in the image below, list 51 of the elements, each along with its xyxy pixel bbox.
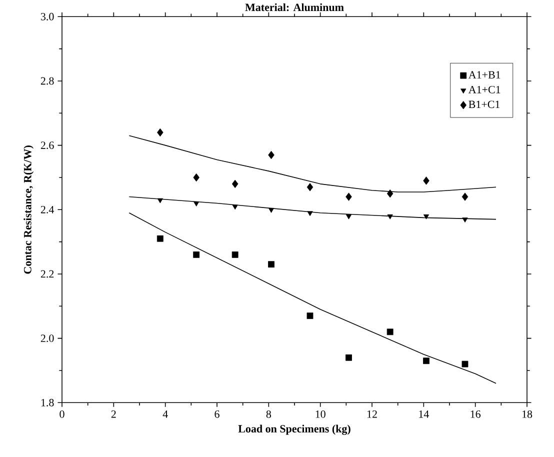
y-tick-label: 3.0 (40, 13, 54, 21)
x-tick-label: 18 (522, 410, 532, 418)
x-tick-label: 16 (470, 410, 481, 418)
point (346, 354, 352, 361)
x-tick-label: 6 (214, 410, 220, 418)
point (387, 214, 393, 220)
y-tick-label: 2.8 (40, 77, 54, 85)
point (346, 192, 352, 202)
point (156, 236, 164, 242)
point (306, 183, 314, 192)
x-tick-label: 14 (419, 410, 430, 418)
point (423, 176, 430, 185)
point (306, 312, 314, 320)
x-tick-label: 10 (316, 410, 326, 418)
x-tick-label: 2 (111, 410, 116, 418)
point (462, 361, 468, 368)
point (386, 328, 394, 336)
point (386, 190, 394, 198)
x-axis-title: Load on Specimens (kg) (238, 424, 350, 435)
point (462, 218, 468, 223)
y-axis-title: Contac Resistance, R(K/W) (24, 146, 34, 274)
point (307, 211, 313, 216)
point (194, 202, 200, 207)
point (232, 252, 238, 258)
point (232, 180, 238, 188)
x-tick-label: 8 (266, 410, 271, 418)
y-tick-label: 2.2 (40, 270, 54, 278)
x-tick-label: 4 (162, 410, 168, 418)
y-tick-label: 1.8 (41, 399, 54, 407)
point (157, 198, 163, 204)
legend-label: A1+C1 (468, 86, 500, 94)
point (232, 204, 238, 210)
x-tick-label: 0 (60, 410, 64, 418)
point (423, 214, 430, 220)
chart-title: Material: Aluminum (245, 4, 344, 12)
point (157, 128, 164, 137)
point (268, 261, 274, 268)
x-tick-label: 12 (367, 410, 377, 418)
point (268, 151, 274, 160)
y-tick-label: 2.6 (40, 142, 54, 150)
point (193, 174, 200, 182)
y-tick-label: 2.4 (40, 206, 54, 214)
legend-label: B1+C1 (468, 100, 500, 108)
y-tick-label: 2.0 (40, 334, 54, 342)
point (193, 252, 200, 258)
point (462, 192, 468, 202)
legend-label: A1+B1 (468, 71, 500, 79)
point (346, 214, 352, 220)
point (423, 358, 430, 364)
line-series (128, 196, 496, 220)
point (268, 208, 274, 214)
